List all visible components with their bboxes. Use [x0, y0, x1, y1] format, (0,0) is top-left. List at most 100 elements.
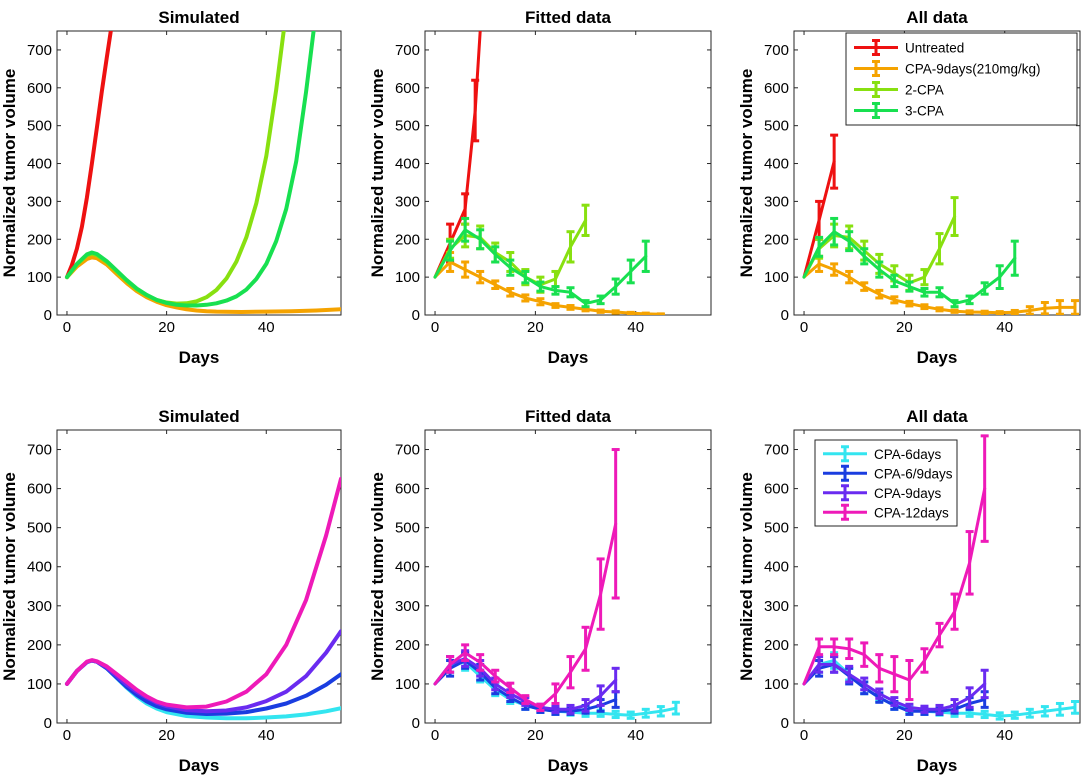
- legend: CPA-6days CPA-6/9days CPA-9days CPA-12days: [814, 439, 958, 527]
- panel-fitted-bottom: 0 100 200 300 400 500 600 700 0 20 40 Fitted data Da…: [368, 407, 712, 775]
- y-tick-label: 100: [764, 676, 789, 693]
- chart-title: Fitted data: [525, 8, 611, 27]
- y-axis-label: Normalized tumor volume: [368, 472, 387, 681]
- y-tick-label: 300: [764, 193, 789, 210]
- y-tick-label: 500: [27, 118, 52, 135]
- x-tick-label: 0: [63, 727, 71, 744]
- y-tick-label: 600: [27, 80, 52, 97]
- x-tick-label: 0: [800, 727, 808, 744]
- y-tick-label: 100: [764, 269, 789, 286]
- y-tick-label: 700: [764, 42, 789, 59]
- x-tick-label: 40: [258, 727, 275, 744]
- x-axis-label: Days: [179, 348, 220, 367]
- legend-label: CPA-12days: [874, 505, 949, 520]
- y-tick-label: 100: [395, 676, 420, 693]
- plot-area: [424, 30, 712, 316]
- series-line: [65, 31, 113, 280]
- y-tick-label: 0: [44, 715, 52, 732]
- y-tick-label: 400: [395, 156, 420, 173]
- x-tick-label: 40: [627, 727, 644, 744]
- y-tick-label: 300: [395, 598, 420, 615]
- y-tick-label: 300: [764, 598, 789, 615]
- y-tick-label: 700: [27, 442, 52, 459]
- legend-label: CPA-9days(210mg/kg): [905, 62, 1041, 77]
- y-tick-label: 0: [412, 715, 420, 732]
- y-tick-label: 400: [395, 559, 420, 576]
- y-tick-label: 300: [27, 193, 52, 210]
- y-tick-label: 0: [781, 307, 789, 324]
- y-tick-label: 100: [27, 269, 52, 286]
- y-tick-label: 200: [395, 231, 420, 248]
- x-tick-label: 0: [431, 319, 439, 336]
- x-tick-label: 20: [158, 727, 175, 744]
- x-axis-label: Days: [548, 348, 589, 367]
- y-tick-label: 400: [27, 156, 52, 173]
- chart-title: Fitted data: [525, 407, 611, 426]
- legend-label: CPA-9days: [874, 486, 942, 501]
- y-tick-label: 0: [781, 715, 789, 732]
- y-tick-label: 500: [395, 520, 420, 537]
- y-tick-label: 100: [395, 269, 420, 286]
- y-tick-label: 0: [44, 307, 52, 324]
- x-axis-label: Days: [917, 756, 958, 775]
- y-tick-label: 500: [27, 520, 52, 537]
- legend-label: CPA-6/9days: [874, 466, 953, 481]
- legend-label: 2-CPA: [905, 83, 944, 98]
- y-tick-label: 200: [764, 231, 789, 248]
- x-tick-label: 40: [996, 727, 1013, 744]
- y-tick-label: 400: [27, 559, 52, 576]
- legend-label: 3-CPA: [905, 104, 944, 119]
- y-tick-label: 500: [764, 118, 789, 135]
- chart-title: Simulated: [158, 8, 239, 27]
- y-axis-label: Normalized tumor volume: [737, 69, 756, 278]
- x-axis-label: Days: [179, 756, 220, 775]
- y-tick-label: 700: [395, 42, 420, 59]
- x-tick-label: 40: [996, 319, 1013, 336]
- y-tick-label: 300: [395, 193, 420, 210]
- y-tick-label: 300: [27, 598, 52, 615]
- y-axis-label: Normalized tumor volume: [0, 69, 19, 278]
- series-group: [802, 133, 1079, 315]
- panel-simulated-bottom: 0 100 200 300 400 500 600 700 0 20 40 Simulated Days…: [0, 407, 342, 775]
- y-tick-label: 0: [412, 307, 420, 324]
- y-tick-label: 400: [764, 156, 789, 173]
- y-tick-label: 500: [395, 118, 420, 135]
- panel-all-top: 0 100 200 300 400 500 600 700 0 20 40 All data Days N…: [737, 8, 1081, 367]
- plot-area: [56, 429, 342, 724]
- y-tick-label: 500: [764, 520, 789, 537]
- legend-label: Untreated: [905, 41, 964, 56]
- chart-title: All data: [906, 8, 968, 27]
- series-line: [65, 476, 341, 710]
- y-tick-label: 700: [395, 442, 420, 459]
- x-tick-label: 0: [63, 319, 71, 336]
- y-axis-label: Normalized tumor volume: [0, 472, 19, 681]
- y-tick-label: 600: [27, 481, 52, 498]
- y-tick-label: 200: [27, 637, 52, 654]
- y-tick-label: 200: [27, 231, 52, 248]
- chart-title: Simulated: [158, 407, 239, 426]
- y-tick-label: 600: [395, 481, 420, 498]
- series-group: [65, 476, 341, 721]
- y-tick-label: 100: [27, 676, 52, 693]
- x-tick-label: 40: [627, 319, 644, 336]
- y-axis-label: Normalized tumor volume: [737, 472, 756, 681]
- y-tick-label: 600: [764, 481, 789, 498]
- x-axis-label: Days: [548, 756, 589, 775]
- y-tick-label: 200: [395, 637, 420, 654]
- x-tick-label: 20: [158, 319, 175, 336]
- series-group: [433, 31, 665, 315]
- series-group: [802, 434, 1079, 721]
- x-axis-label: Days: [917, 348, 958, 367]
- chart-title: All data: [906, 407, 968, 426]
- plot-area: [56, 30, 342, 316]
- y-tick-label: 200: [764, 637, 789, 654]
- series-group: [433, 448, 680, 720]
- x-tick-label: 0: [800, 319, 808, 336]
- panel-fitted-top: 0 100 200 300 400 500 600 700 0 20 40 Fitted data Da…: [368, 8, 712, 367]
- x-tick-label: 20: [527, 319, 544, 336]
- series-line: [65, 31, 316, 308]
- x-tick-label: 20: [896, 319, 913, 336]
- panel-simulated-top: 0 100 200 300 400 500 600 700 0 20 40 Simulated Days…: [0, 8, 342, 367]
- y-tick-label: 700: [764, 442, 789, 459]
